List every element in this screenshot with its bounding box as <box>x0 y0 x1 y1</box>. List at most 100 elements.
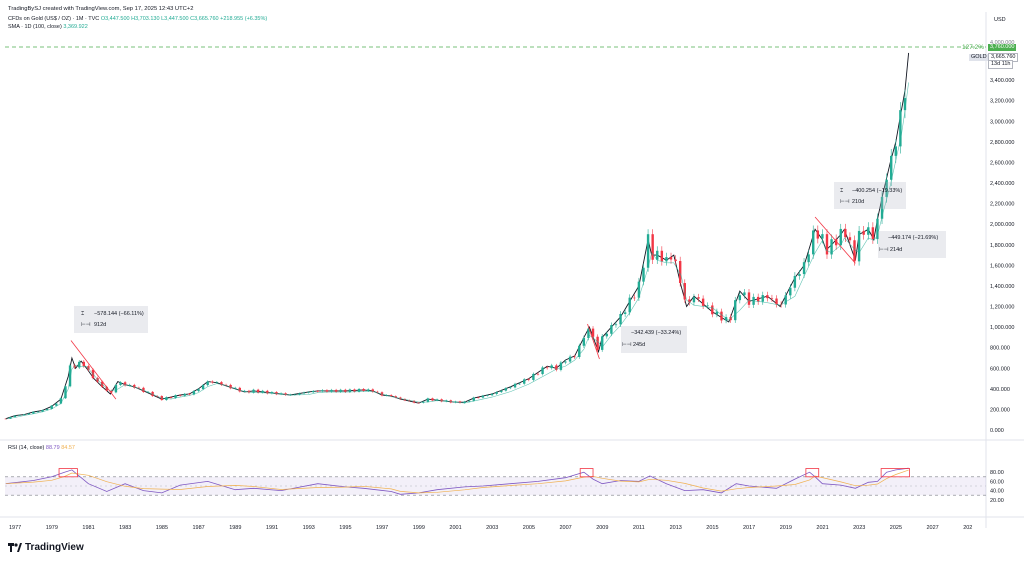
candle-body <box>197 389 200 391</box>
time-tick-label: 2011 <box>633 525 645 531</box>
candle-body <box>114 385 118 393</box>
time-tick-label: 1985 <box>156 525 168 531</box>
measure-change: −342.439 (−33.24%) <box>631 330 682 336</box>
candle-body <box>770 298 774 299</box>
candle-body <box>637 281 641 298</box>
candle-body <box>316 390 319 392</box>
candle-body <box>32 411 35 414</box>
candle-body <box>545 367 549 369</box>
candle-body <box>13 415 17 418</box>
measure-range-icon: ⌶ <box>81 311 85 317</box>
measure-box-2008[interactable]: −342.439 (−33.24%) ⊢⊣ 245d <box>621 326 687 353</box>
candle-body <box>578 345 581 358</box>
candle-body <box>201 385 205 390</box>
time-tick-label: 2013 <box>670 525 682 531</box>
candle-body <box>105 386 108 391</box>
candle-body <box>564 361 567 363</box>
time-tick-label: 202 <box>963 525 972 531</box>
author-line: TradingBySJ created with TradingView.com… <box>8 6 194 12</box>
rsi-value: 88.79 <box>45 445 60 451</box>
sma-line <box>5 82 909 420</box>
candle-body <box>490 393 494 396</box>
candle-body <box>582 337 586 346</box>
price-tick-label: 800.000 <box>990 346 1010 352</box>
measure-box-2024[interactable]: ⌶ −400.254 (−19.33%) ⊢⊣ 210d <box>834 182 906 209</box>
candle-body <box>229 384 232 389</box>
time-tick-label: 2017 <box>743 525 755 531</box>
candle-body <box>821 234 824 239</box>
price-series <box>4 52 910 420</box>
last-price-symbol: GOLD <box>969 54 989 61</box>
candle-body <box>220 382 223 385</box>
candle-body <box>839 228 842 246</box>
candle-body <box>848 237 852 241</box>
tradingview-logo[interactable]: TradingView <box>8 542 84 553</box>
price-tick-label: 1,200.000 <box>990 305 1014 311</box>
rsi-overbought-box <box>880 468 910 478</box>
candle-body <box>481 395 485 398</box>
bar-countdown: 13d 11h <box>988 60 1014 69</box>
candle-body <box>394 396 397 398</box>
tradingview-logo-icon <box>8 543 22 552</box>
rsi-indicator-label: RSI (14, close) 88.79 84.57 <box>8 445 75 451</box>
candle-body <box>876 218 879 240</box>
candle-body <box>527 379 530 380</box>
candle-body <box>298 393 301 395</box>
candle-body <box>128 384 131 386</box>
candle-body <box>701 298 705 306</box>
candle-body <box>243 390 246 392</box>
candle-body <box>807 254 810 263</box>
candle-body <box>738 295 742 301</box>
time-tick-label: 2019 <box>780 525 792 531</box>
measure-duration: 245d <box>633 342 646 348</box>
candle-body <box>619 313 622 325</box>
time-tick-label: 2005 <box>523 525 535 531</box>
currency-label: USD <box>994 17 1006 23</box>
candle-body <box>408 400 411 401</box>
candle-body <box>555 365 558 370</box>
candle-body <box>238 387 241 392</box>
tradingview-logo-text: TradingView <box>25 542 84 553</box>
candle-body <box>311 390 315 393</box>
candle-body <box>96 378 99 382</box>
time-tick-label: 1981 <box>82 525 94 531</box>
measure-duration-icon: ⊢⊣ <box>879 247 889 253</box>
time-tick-label: 2007 <box>560 525 572 531</box>
price-tick-label: 3,000.000 <box>990 119 1014 125</box>
candle-body <box>376 391 379 393</box>
candle-body <box>591 328 595 337</box>
candle-body <box>857 230 861 262</box>
symbol-name: CFDs on Gold (US$ / OZ) · 1M · TVC <box>8 16 100 22</box>
candle-body <box>715 311 719 315</box>
candle-body <box>334 389 338 392</box>
price-tick-label: 400.000 <box>990 387 1010 393</box>
candle-body <box>894 146 897 156</box>
time-tick-label: 1997 <box>376 525 388 531</box>
candle-body <box>178 395 182 396</box>
candle-body <box>541 367 544 375</box>
candle-body <box>509 387 512 389</box>
price-tick-label: 1,600.000 <box>990 263 1014 269</box>
candle-body <box>463 401 466 403</box>
candle-body <box>834 239 838 246</box>
candle-body <box>724 317 728 321</box>
measure-box-2022[interactable]: −449.174 (−21.69%) ⊢⊣ 214d <box>878 231 946 258</box>
candle-body <box>18 415 21 416</box>
price-tick-label: 3,400.000 <box>990 78 1014 84</box>
fib-level-value: 3,760.000 <box>988 44 1017 51</box>
price-tick-label: 2,200.000 <box>990 202 1014 208</box>
candle-body <box>830 239 833 255</box>
time-tick-label: 1979 <box>46 525 58 531</box>
measure-box-1980[interactable]: ⌶ −578.144 (−66.11%) ⊢⊣ 912d <box>74 306 148 333</box>
candle-body <box>692 297 696 303</box>
time-tick-label: 1991 <box>266 525 278 531</box>
candle-body <box>206 381 209 386</box>
candle-body <box>798 273 801 276</box>
candle-body <box>688 299 691 303</box>
candle-body <box>880 196 884 219</box>
candle-body <box>348 389 352 393</box>
candle-body <box>275 392 278 395</box>
measure-range-icon: ⌶ <box>840 188 844 194</box>
candle-body <box>137 387 141 389</box>
